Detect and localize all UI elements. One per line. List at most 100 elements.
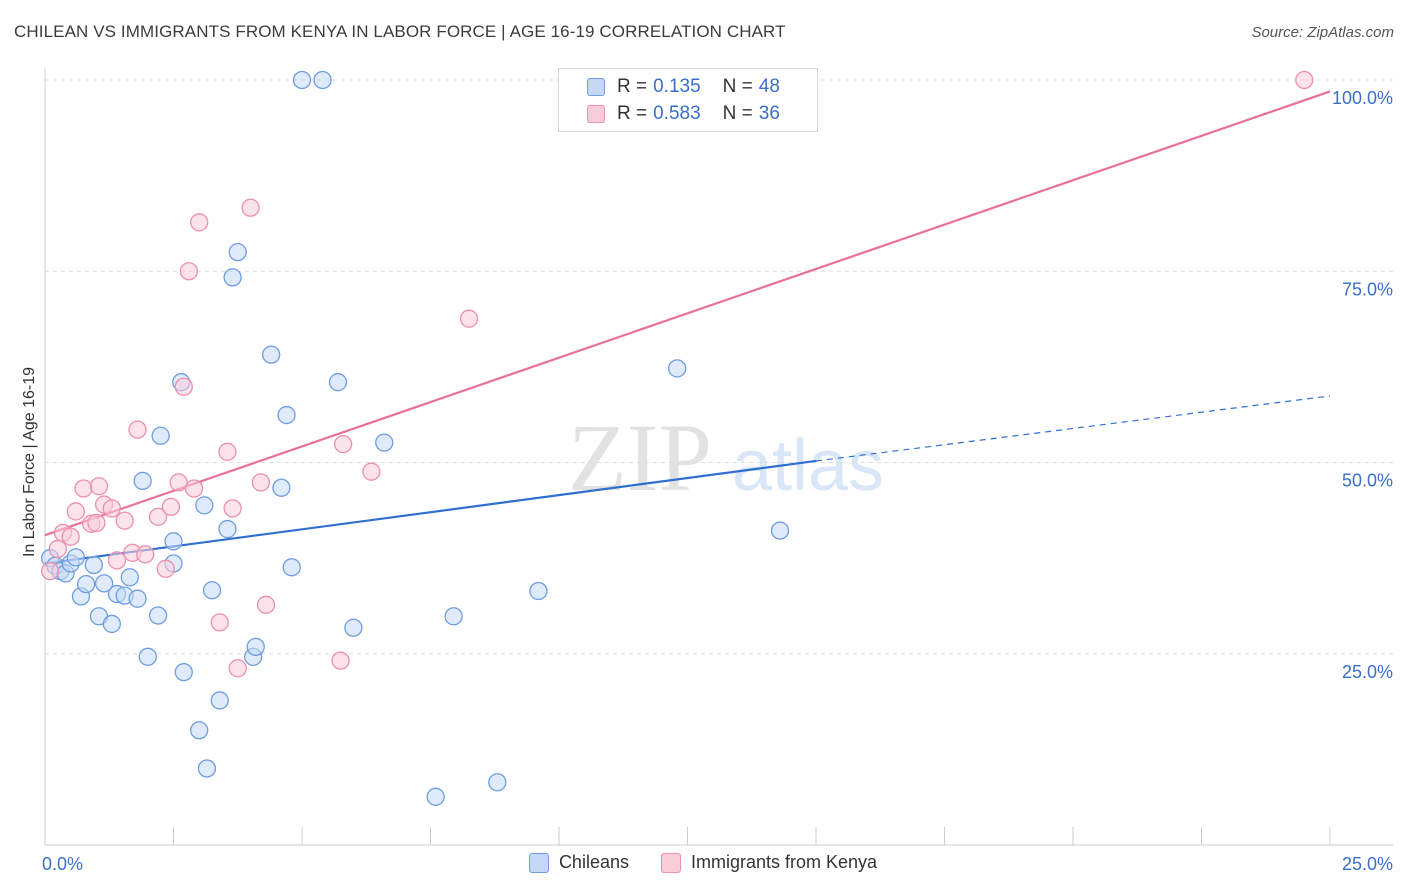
data-point [228,242,247,262]
trend-line [44,90,1331,537]
data-point [197,759,217,778]
y-tick-label: 50.0% [1342,471,1393,491]
legend-row-chileans: R = 0.135 N = 48 [587,74,780,100]
data-point [156,559,175,578]
data-point [138,647,157,666]
data-point [161,497,181,517]
legend-n-value: 48 [758,76,780,97]
data-point [179,262,199,281]
data-point [218,442,237,461]
y-tick-label: 75.0% [1342,279,1393,299]
data-point [444,607,463,626]
data-point [426,787,445,806]
chart-title: CHILEAN VS IMMIGRANTS FROM KENYA IN LABO… [14,22,786,41]
tick-label-layer: 25.0% 50.0% 75.0% 100.0% 0.0% 25.0% [42,88,1393,874]
data-point [328,373,348,392]
data-point [241,198,260,217]
legend-swatch-kenya [660,852,681,873]
legend-item-kenya[interactable]: Immigrants from Kenya [660,852,878,873]
axis-layer [44,68,1393,846]
data-point [128,420,147,439]
data-point [190,213,209,232]
legend-n-label: N = [722,76,753,97]
data-point [344,618,363,637]
data-point [115,511,134,530]
data-point [459,309,479,328]
data-point [313,70,332,90]
data-point [48,539,67,559]
x-tick-label: 0.0% [42,854,83,874]
data-point [94,574,114,593]
data-point [333,434,353,454]
y-tick-label: 25.0% [1342,662,1393,682]
source-credit: Source: ZipAtlas.com [1251,24,1394,41]
data-point [190,721,209,740]
grid-layer [45,79,1395,655]
watermark-zip: ZIP [568,404,712,511]
stats-legend: R = 0.135 N = 48 R = 0.583 N = 36 [558,68,818,132]
legend-swatch-kenya [587,105,605,123]
data-point [246,637,265,657]
data-point [76,574,96,594]
data-point [102,499,121,518]
data-point [375,433,394,452]
legend-r-value: 0.135 [653,76,701,97]
data-point [148,507,168,526]
data-point [331,651,350,670]
legend-row-kenya: R = 0.583 N = 36 [587,101,780,127]
data-point [102,614,121,634]
legend-label-kenya: Immigrants from Kenya [690,852,878,872]
data-point [262,345,281,364]
legend-item-chileans[interactable]: Chileans [528,852,629,873]
legend-n-label: N = [722,103,753,124]
data-point [128,589,147,608]
data-point [228,659,247,678]
points-layer [40,70,1314,806]
data-point [89,477,109,496]
data-point [174,662,193,682]
data-point [148,606,168,625]
data-point [251,473,271,492]
data-point [210,691,229,710]
data-point [277,405,296,425]
trend-line-extension [815,395,1331,462]
data-point [282,558,301,577]
data-point [223,499,242,518]
legend-swatch-chileans [528,852,549,873]
data-point [223,268,242,287]
data-point [256,595,276,614]
data-point [202,581,222,600]
data-point [136,545,155,564]
series-legend: Chileans Immigrants from Kenya [0,852,1406,873]
data-point [668,359,687,378]
data-point [1295,70,1314,90]
data-point [184,479,204,498]
data-point [529,581,548,601]
watermark-atlas: atlas [732,426,884,506]
legend-swatch-chileans [587,78,605,96]
data-point [210,613,229,632]
data-point [40,561,60,581]
legend-r-label: R = [617,103,648,124]
legend-label-chileans: Chileans [558,852,629,872]
data-point [362,462,381,481]
data-point [195,496,214,515]
data-point [133,471,152,491]
legend-r-value: 0.583 [653,103,701,124]
data-point [174,377,193,396]
data-point [66,548,85,567]
data-point [169,473,188,492]
data-point [151,426,170,445]
data-point [84,555,103,575]
data-point [272,478,291,497]
y-tick-label: 100.0% [1332,88,1393,108]
data-point [218,519,237,539]
data-point [87,513,106,533]
data-point [107,551,127,570]
data-point [488,773,507,792]
data-point [120,568,139,587]
data-point [61,527,80,546]
data-point [292,70,312,90]
legend-r-label: R = [617,76,648,97]
